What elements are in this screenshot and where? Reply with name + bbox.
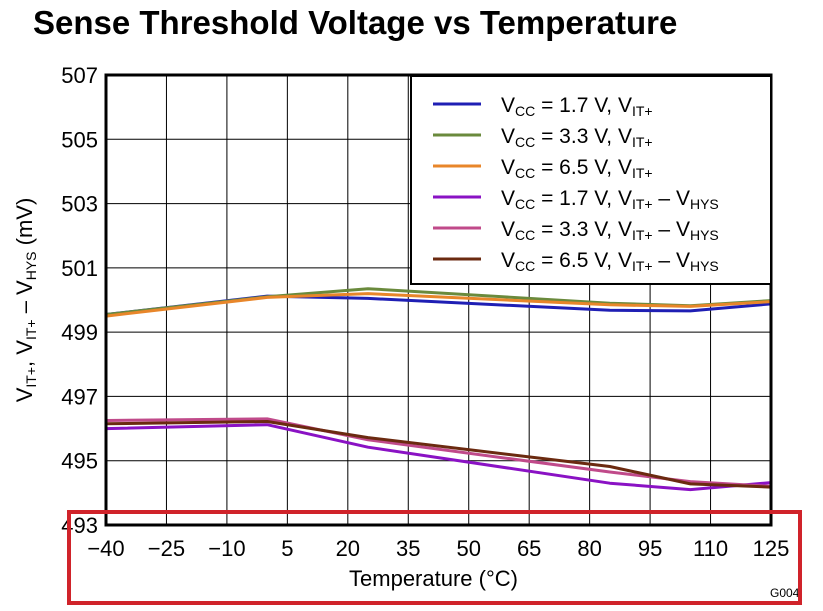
x-axis-label: Temperature (°C) xyxy=(349,566,518,591)
series-line-3 xyxy=(105,292,772,318)
highlight-box xyxy=(67,510,802,605)
series-line-4 xyxy=(105,423,772,492)
x-tick-label: 20 xyxy=(336,536,360,561)
legend-box xyxy=(410,75,772,285)
x-tick-label: 35 xyxy=(396,536,420,561)
legend-label: VCC = 1.7 V, VIT+ – VHYS xyxy=(501,187,719,212)
y-tick-label: 499 xyxy=(61,320,98,345)
legend-label: VCC = 6.5 V, VIT+ – VHYS xyxy=(501,249,719,274)
legend-label: VCC = 3.3 V, VIT+ xyxy=(501,125,653,150)
series-lines xyxy=(105,287,772,492)
x-tick-label: 110 xyxy=(693,536,728,561)
series-line-5 xyxy=(105,417,772,488)
x-tick-label: −40 xyxy=(87,536,124,561)
y-tick-label: 493 xyxy=(61,513,98,538)
legend: VCC = 1.7 V, VIT+ VCC = 3.3 V, VIT+ VCC = … xyxy=(410,75,772,285)
y-tick-label: 505 xyxy=(61,127,98,152)
x-tick-label: 95 xyxy=(638,536,662,561)
series-line-6 xyxy=(105,420,772,489)
y-tick-label: 495 xyxy=(61,449,98,474)
y-tick-labels: 493 495 497 499 501 503 505 507 xyxy=(61,63,98,538)
legend-label: VCC = 3.3 V, VIT+ – VHYS xyxy=(501,218,719,243)
y-axis-label: VIT+, VIT+ – VHYS (mV) xyxy=(12,198,39,403)
chart-title: Sense Threshold Voltage vs Temperature xyxy=(33,4,677,41)
x-tick-label: 50 xyxy=(456,536,480,561)
y-tick-label: 503 xyxy=(61,192,98,217)
legend-label: VCC = 1.7 V, VIT+ xyxy=(501,94,653,119)
y-tick-label: 501 xyxy=(61,256,98,281)
x-tick-label: 80 xyxy=(577,536,601,561)
figure-id: G004 xyxy=(770,586,800,600)
legend-label: VCC = 6.5 V, VIT+ xyxy=(501,156,653,181)
y-tick-label: 497 xyxy=(61,384,98,409)
x-tick-label: 5 xyxy=(281,536,293,561)
x-tick-label: 125 xyxy=(753,536,790,561)
x-tick-label: −25 xyxy=(148,536,185,561)
x-tick-labels: −40 −25 −10 5 20 35 50 65 80 95 110 125 xyxy=(87,536,789,561)
x-tick-label: −10 xyxy=(208,536,245,561)
x-tick-label: 65 xyxy=(517,536,541,561)
y-tick-label: 507 xyxy=(61,63,98,88)
